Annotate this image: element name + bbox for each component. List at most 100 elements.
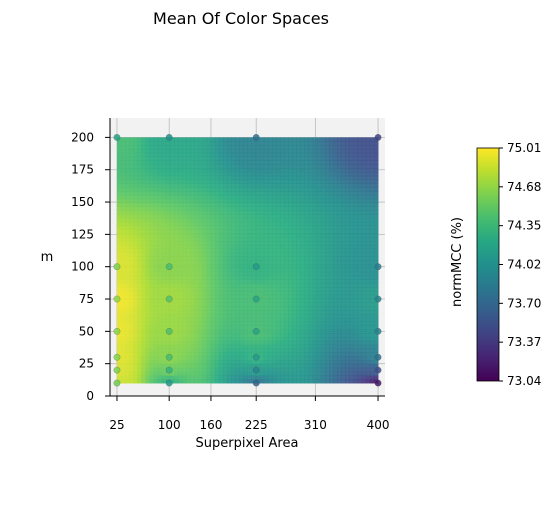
heatmap-cell	[288, 168, 293, 173]
heatmap-cell	[186, 325, 191, 330]
heatmap-cell	[271, 260, 277, 265]
heatmap-cell	[280, 145, 285, 150]
heatmap-cell	[349, 333, 354, 338]
heatmap-cell	[169, 229, 175, 234]
heatmap-cell	[345, 306, 350, 311]
heatmap-cell	[198, 256, 204, 261]
heatmap-cell	[243, 290, 248, 296]
heatmap-cell	[182, 317, 187, 323]
heatmap-cell	[141, 152, 146, 157]
heatmap-cell	[157, 302, 163, 307]
heatmap-cell	[276, 333, 281, 338]
heatmap-cell	[329, 164, 334, 169]
heatmap-cell	[353, 183, 359, 188]
heatmap-cell	[165, 313, 171, 319]
heatmap-cell	[308, 283, 314, 288]
heatmap-cell	[129, 290, 134, 296]
heatmap-cell	[369, 333, 375, 338]
heatmap-cell	[157, 348, 163, 353]
heatmap-cell	[320, 225, 326, 230]
heatmap-cell	[320, 244, 326, 250]
heatmap-cell	[231, 360, 236, 365]
heatmap-cell	[153, 283, 159, 288]
heatmap-cell	[365, 321, 371, 326]
heatmap-cell	[194, 260, 199, 265]
heatmap-cell	[178, 237, 183, 242]
heatmap-cell	[251, 179, 257, 184]
heatmap-cell	[349, 214, 354, 219]
heatmap-cell	[133, 191, 138, 196]
heatmap-cell	[276, 371, 281, 376]
heatmap-cell	[255, 340, 261, 346]
heatmap-cell	[121, 348, 126, 353]
heatmap-cell	[202, 264, 208, 269]
heatmap-cell	[263, 313, 269, 319]
heatmap-cell	[304, 214, 310, 219]
heatmap-cell	[190, 352, 195, 357]
heatmap-cell	[345, 264, 350, 269]
heatmap-cell	[259, 145, 265, 150]
heatmap-cell	[141, 198, 146, 204]
heatmap-cell	[129, 137, 134, 142]
heatmap-cell	[239, 321, 244, 326]
heatmap-cell	[145, 317, 150, 323]
heatmap-cell	[259, 367, 265, 372]
heatmap-cell	[214, 191, 220, 196]
heatmap-cell	[280, 233, 285, 238]
heatmap-cell	[333, 191, 338, 196]
heatmap-cell	[231, 160, 236, 165]
heatmap-cell	[186, 283, 191, 288]
heatmap-cell	[296, 218, 301, 223]
heatmap-cell	[316, 241, 322, 246]
heatmap-cell	[194, 321, 199, 326]
heatmap-cell	[308, 168, 314, 173]
heatmap-cell	[337, 148, 342, 154]
heatmap-cell	[369, 271, 375, 276]
heatmap-cell	[267, 168, 273, 173]
heatmap-cell	[325, 325, 330, 330]
heatmap-cell	[235, 164, 240, 169]
heatmap-cell	[137, 267, 142, 273]
heatmap-cell	[227, 294, 232, 300]
heatmap-cell	[218, 344, 224, 349]
heatmap-cell	[239, 237, 244, 242]
heatmap-cell	[337, 363, 342, 369]
heatmap-cell	[365, 145, 371, 150]
y-tick-label: 25	[79, 357, 94, 371]
heatmap-cell	[121, 379, 126, 384]
heatmap-cell	[316, 337, 322, 342]
heatmap-cell	[316, 160, 322, 165]
heatmap-cell	[218, 279, 224, 284]
heatmap-cell	[333, 306, 338, 311]
heatmap-cell	[373, 310, 379, 315]
heatmap-cell	[304, 137, 310, 142]
heatmap-cell	[161, 271, 167, 276]
heatmap-cell	[235, 371, 240, 376]
heatmap-cell	[280, 252, 285, 257]
heatmap-cell	[292, 340, 297, 346]
heatmap-cell	[214, 233, 220, 238]
heatmap-cell	[345, 168, 350, 173]
heatmap-cell	[178, 171, 183, 177]
heatmap-cell	[280, 360, 285, 365]
heatmap-cell	[280, 218, 285, 223]
heatmap-cell	[357, 206, 363, 211]
heatmap-cell	[320, 137, 326, 142]
heatmap-cell	[178, 187, 183, 192]
heatmap-cell	[231, 194, 236, 200]
heatmap-cell	[288, 283, 293, 288]
heatmap-cell	[190, 287, 195, 292]
heatmap-cell	[206, 375, 212, 380]
heatmap-cell	[345, 340, 350, 346]
heatmap-cell	[169, 294, 175, 300]
heatmap-cell	[304, 379, 310, 384]
heatmap-cell	[157, 160, 163, 165]
heatmap-cell	[153, 294, 159, 300]
heatmap-cell	[259, 183, 265, 188]
heatmap-cell	[178, 375, 183, 380]
heatmap-cell	[300, 214, 306, 219]
heatmap-cell	[141, 325, 146, 330]
heatmap-cell	[169, 317, 175, 323]
heatmap-cell	[157, 360, 163, 365]
heatmap-cell	[308, 279, 314, 284]
